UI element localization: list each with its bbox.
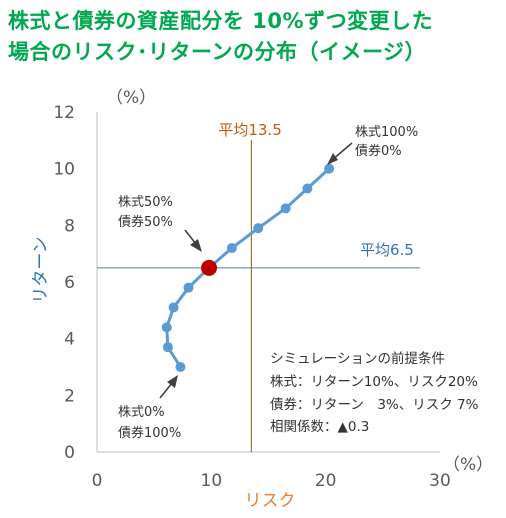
y-tick-label: 10	[53, 160, 75, 180]
y-unit-label: （%）	[106, 88, 156, 108]
x-unit-label: （%）	[443, 455, 493, 475]
conditions-stock: 株式：リターン10%、リスク20%	[270, 374, 478, 390]
arrow-mid-head	[190, 239, 202, 252]
data-point	[302, 183, 313, 194]
data-point	[324, 163, 335, 174]
highlight-point	[201, 259, 218, 276]
y-tick-label: 0	[64, 443, 75, 463]
x-tick-label: 20	[315, 471, 337, 491]
data-point	[161, 322, 172, 333]
annotation-top-line-2: 債券0%	[355, 143, 402, 159]
axes	[96, 112, 440, 453]
x-axis-title: リスク	[245, 491, 296, 511]
x-tick-label: 0	[92, 471, 103, 491]
y-tick-label: 2	[64, 386, 75, 406]
data-point	[253, 223, 264, 234]
annotation-bottom-line-2: 債券100%	[118, 425, 181, 441]
mean-risk-label: 平均13.5	[218, 121, 281, 139]
arrow-bottom-head	[167, 375, 178, 388]
conditions-bond: 債券：リターン 3%、リスク 7%	[270, 397, 479, 413]
arrow-top-head	[327, 153, 338, 165]
data-point	[162, 342, 173, 353]
annotation-bottom-line-1: 株式0%	[118, 405, 165, 420]
x-tick-label: 30	[429, 471, 451, 491]
mean-return-label: 平均6.5	[360, 241, 414, 259]
x-tick-label: 10	[201, 471, 223, 491]
y-tick-label: 4	[64, 330, 75, 350]
chart-title-line-1: 株式と債券の資産配分を 10%ずつ変更した	[8, 9, 434, 33]
y-tick-label: 12	[53, 103, 75, 123]
data-point	[175, 362, 186, 372]
annotation-arrows	[159, 142, 353, 399]
y-tick-label: 6	[64, 273, 75, 293]
annotation-mid-line-1: 株式50%	[118, 195, 173, 210]
chart-title-line-2: 場合のリスク･リターンの分布（イメージ）	[8, 40, 427, 64]
data-point	[226, 243, 237, 253]
annotation-top-line-1: 株式100%	[355, 125, 418, 140]
annotation-mid-line-2: 債券50%	[118, 214, 173, 230]
arrow-bottom	[159, 382, 173, 399]
chart-title: 株式と債券の資産配分を 10%ずつ変更した 場合のリスク･リターンの分布（イメー…	[8, 6, 498, 68]
y-tick-label: 8	[64, 216, 75, 236]
y-axis-title: リターン	[31, 236, 51, 303]
data-point	[168, 302, 179, 313]
arrow-mid	[184, 229, 197, 245]
conditions-heading: シミュレーションの前提条件	[270, 350, 445, 367]
data-point	[183, 282, 194, 293]
conditions-correlation: 相関係数：▲0.3	[270, 419, 369, 435]
data-point	[280, 203, 291, 214]
